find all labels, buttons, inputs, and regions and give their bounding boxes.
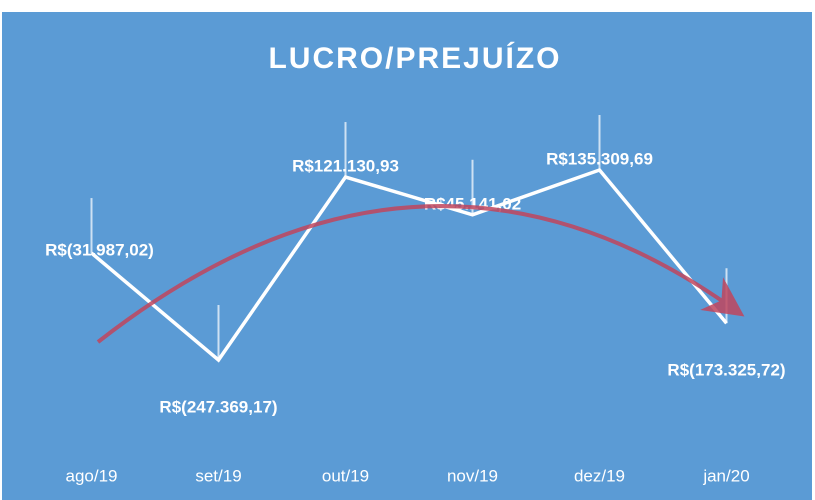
- x-tick-label: jan/20: [702, 466, 749, 485]
- drop-line: [471, 159, 474, 215]
- chart-background: [2, 12, 812, 500]
- data-label: R$(247.369,17): [159, 397, 277, 416]
- data-line: [90, 167, 728, 363]
- x-tick-label: ago/19: [66, 466, 118, 485]
- drop-line: [90, 198, 93, 254]
- chart-title: LUCRO/PREJUÍZO: [268, 41, 561, 75]
- drop-line: [598, 115, 601, 170]
- x-tick-label: out/19: [322, 466, 369, 485]
- x-tick-label: nov/19: [447, 466, 498, 485]
- data-label: R$135.309,69: [546, 149, 653, 168]
- drop-line: [344, 122, 347, 178]
- x-tick-label: set/19: [195, 466, 241, 485]
- data-label: R$121.130,93: [292, 157, 399, 176]
- drop-line: [725, 268, 728, 324]
- data-label: R$(31.987,02): [45, 241, 154, 260]
- trend-arrow: [96, 204, 745, 344]
- drop-line: [217, 305, 220, 360]
- data-label: R$(173.325,72): [667, 361, 785, 380]
- x-tick-label: dez/19: [574, 466, 625, 485]
